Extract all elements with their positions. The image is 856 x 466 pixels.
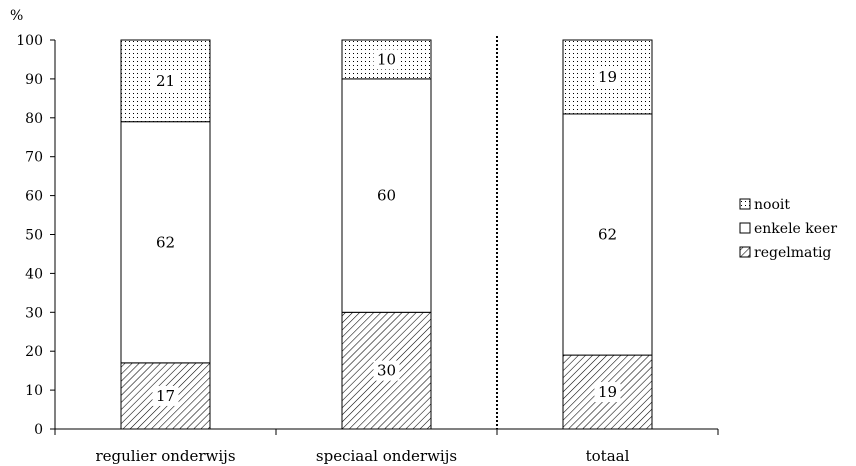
legend-label: regelmatig (754, 245, 831, 261)
category-label: speciaal onderwijs (316, 447, 457, 465)
data-labels: 17 62 21 30 60 10 19 62 19 (152, 49, 621, 406)
y-axis: 0 10 20 30 40 50 60 70 80 90 100 (16, 33, 56, 438)
y-tick-label: 0 (34, 422, 43, 438)
y-tick-label: 80 (25, 111, 43, 127)
data-label-background (152, 385, 179, 406)
y-tick-label: 100 (16, 33, 43, 49)
data-label-background (594, 382, 621, 403)
data-label: 19 (598, 383, 617, 401)
bar-segment (341, 78, 432, 313)
legend-swatch (739, 246, 751, 258)
data-label: 10 (377, 50, 396, 68)
data-label: 62 (156, 233, 175, 251)
y-tick-label: 40 (25, 266, 43, 282)
y-tick-label: 60 (25, 189, 43, 205)
data-label: 17 (156, 387, 175, 405)
y-tick-label: 50 (25, 228, 43, 244)
bars (120, 39, 653, 430)
legend-swatch (739, 222, 751, 234)
category-label: regulier onderwijs (95, 447, 235, 465)
category-label: totaal (586, 447, 630, 465)
data-label-background (373, 49, 400, 70)
data-label: 62 (598, 226, 617, 244)
data-label: 60 (377, 187, 396, 205)
bar-segment (120, 121, 211, 364)
data-label: 21 (156, 72, 175, 90)
y-unit-label: % (10, 8, 23, 24)
data-label-background (594, 66, 621, 87)
data-label-background (152, 70, 179, 91)
legend-label: nooit (754, 197, 790, 213)
data-label: 30 (377, 362, 396, 380)
data-label: 19 (598, 68, 617, 86)
y-tick-label: 70 (25, 150, 43, 166)
data-label-background (373, 360, 400, 381)
y-tick-label: 90 (25, 72, 43, 88)
bar-segment (562, 113, 653, 356)
legend-swatch (739, 198, 751, 210)
y-tick-label: 10 (25, 383, 43, 399)
legend-label: enkele keer (754, 221, 837, 237)
y-tick-label: 20 (25, 344, 43, 360)
legend: nooit enkele keer regelmatig (739, 197, 837, 261)
y-tick-label: 30 (25, 305, 43, 321)
